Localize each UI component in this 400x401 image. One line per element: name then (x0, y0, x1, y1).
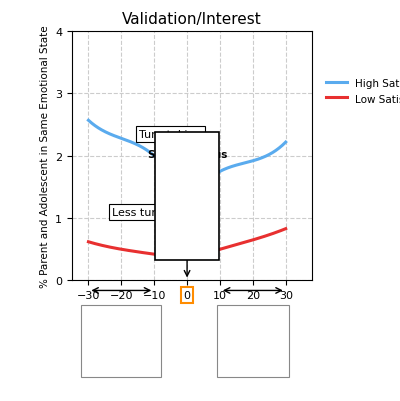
High Satisfaction (283, 140, 288, 145)
Low Satisfaction (178, 255, 183, 260)
Low Satisfaction (86, 240, 91, 245)
Low Satisfaction (266, 233, 270, 238)
Title: Validation/Interest: Validation/Interest (122, 12, 262, 27)
Text: Simultaneous
emotion: Simultaneous emotion (147, 150, 227, 171)
Legend: High Satisfaction, Low Satisfaction: High Satisfaction, Low Satisfaction (322, 75, 400, 109)
High Satisfaction (253, 158, 258, 163)
Low Satisfaction (87, 240, 92, 245)
Line: High Satisfaction: High Satisfaction (88, 121, 286, 185)
High Satisfaction (266, 153, 270, 158)
Low Satisfaction (208, 250, 212, 255)
High Satisfaction (204, 177, 209, 182)
High Satisfaction (87, 119, 92, 124)
Text: Less turn-taking: Less turn-taking (112, 207, 202, 253)
Low Satisfaction (283, 227, 288, 231)
Text: After emotion: After emotion (217, 336, 288, 346)
Y-axis label: % Parent and Adolescent in Same Emotional State: % Parent and Adolescent in Same Emotiona… (40, 25, 50, 288)
High Satisfaction (208, 175, 212, 180)
Low Satisfaction (204, 251, 209, 256)
High Satisfaction (189, 182, 194, 187)
Text: Turn-taking: Turn-taking (139, 130, 202, 180)
Line: Low Satisfaction: Low Satisfaction (88, 229, 286, 257)
Low Satisfaction (253, 237, 258, 242)
Low Satisfaction (204, 251, 208, 256)
High Satisfaction (86, 119, 91, 124)
High Satisfaction (204, 178, 208, 182)
Text: Before emotion: Before emotion (81, 336, 162, 346)
